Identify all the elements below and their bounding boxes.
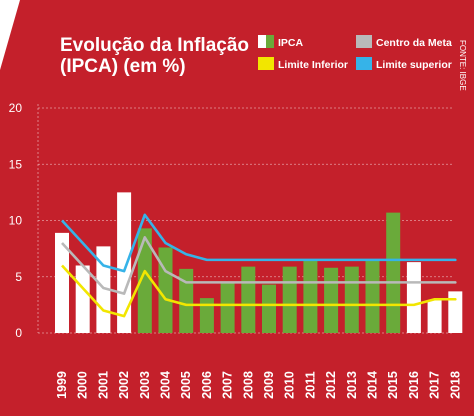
bar-2002 [117, 192, 132, 333]
bar-2013 [344, 266, 359, 333]
y-tick-label: 10 [9, 214, 23, 228]
legend-label: Centro da Meta [376, 37, 452, 49]
x-tick-label: 2012 [324, 371, 338, 399]
legend-swatch [258, 35, 266, 48]
x-tick-label: 2014 [366, 371, 380, 399]
x-tick-label: 2011 [303, 371, 317, 398]
bar-2008 [241, 266, 256, 333]
legend-item-limite-superior: Limite superior [356, 57, 452, 71]
legend-label: Limite Inferior [278, 59, 348, 71]
x-tick-label: 2018 [448, 371, 462, 399]
corner-decoration [0, 0, 20, 70]
y-tick-label: 0 [15, 326, 22, 340]
y-axis: 0 5 10 15 20 [9, 101, 39, 340]
bars [55, 192, 463, 333]
x-tick-label: 2013 [345, 371, 359, 399]
y-tick-label: 5 [15, 270, 22, 284]
legend-label: Limite superior [376, 59, 452, 71]
legend-swatch [258, 57, 274, 70]
x-tick-label: 2004 [159, 371, 173, 399]
legend-label: IPCA [278, 37, 304, 49]
y-tick-label: 15 [9, 157, 23, 171]
lines [61, 213, 457, 318]
bar-2005 [179, 268, 194, 333]
bar-2000 [75, 265, 90, 333]
x-tick-label: 2007 [221, 371, 235, 399]
line-limite-inferior [61, 264, 457, 318]
x-tick-label: 2006 [200, 371, 214, 399]
bar-2012 [324, 267, 339, 333]
x-tick-label: 2016 [407, 371, 421, 399]
bar-2016 [406, 262, 421, 333]
x-tick-label: 2010 [283, 371, 297, 399]
x-tick-label: 2000 [76, 371, 90, 399]
x-tick-label: 2015 [386, 371, 400, 399]
bar-2004 [158, 247, 173, 333]
legend-swatch [266, 35, 274, 48]
bar-2003 [137, 228, 152, 333]
bar-2007 [220, 282, 235, 333]
legend-swatch [356, 57, 372, 70]
legend-swatch [356, 35, 372, 48]
bar-2017 [427, 300, 442, 333]
bar-2009 [262, 284, 276, 333]
line-centro-da-meta [61, 236, 457, 295]
x-axis: 1999 2000 2001 2002 2003 2004 2005 2006 2007 2008… [55, 371, 462, 399]
chart-source: FONTE: IBGE [458, 40, 467, 91]
bar-2015 [386, 212, 401, 333]
x-tick-label: 2008 [241, 371, 255, 399]
bar-2011 [303, 259, 318, 333]
chart-title-line2: (IPCA) (em %) [60, 56, 186, 77]
legend-item-limite-inferior: Limite Inferior [258, 57, 348, 71]
bar-2006 [199, 298, 214, 333]
line-limite-superior [61, 213, 457, 273]
x-tick-label: 2002 [117, 371, 131, 399]
x-tick-label: 2009 [262, 371, 276, 399]
bar-2010 [282, 266, 297, 333]
x-tick-label: 1999 [55, 371, 69, 399]
bar-1999 [55, 232, 69, 333]
legend-item-centro-da-meta: Centro da Meta [356, 35, 452, 49]
bar-2018 [448, 291, 463, 333]
y-tick-label: 20 [9, 101, 23, 115]
x-tick-label: 2001 [96, 371, 110, 399]
x-tick-label: 2003 [138, 371, 152, 399]
x-tick-label: 2017 [428, 371, 442, 399]
chart-title-line1: Evolução da Inflação [60, 35, 249, 56]
legend: IPCA Centro da Meta Limite Inferior Limite … [258, 35, 452, 71]
legend-item-ipca: IPCA [258, 35, 304, 49]
x-tick-label: 2005 [179, 371, 193, 399]
bar-2014 [365, 261, 380, 333]
